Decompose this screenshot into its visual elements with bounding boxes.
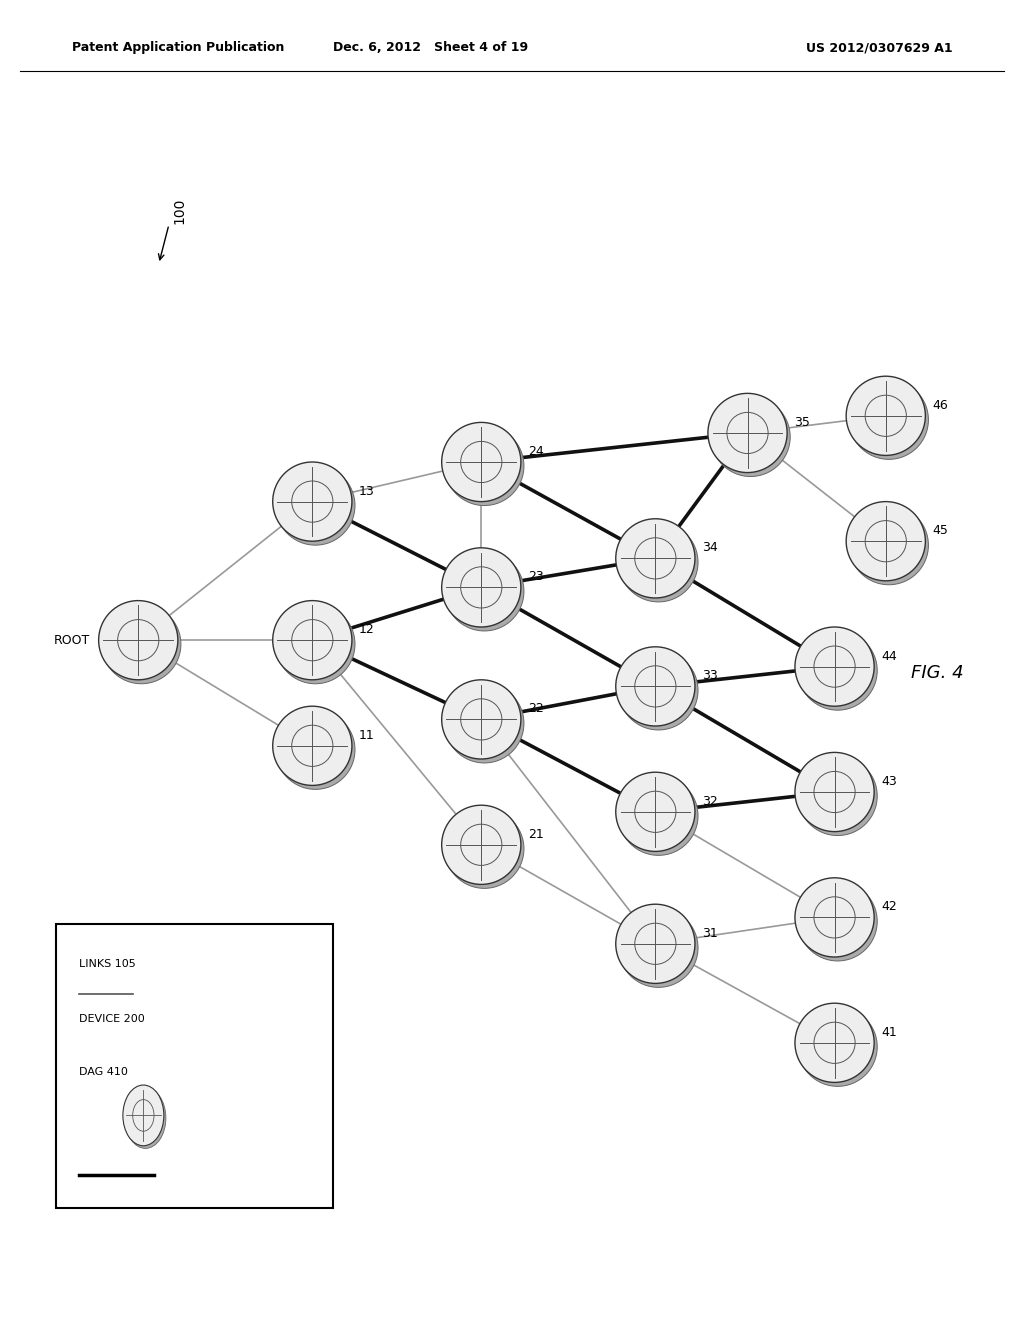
Text: 31: 31 <box>702 927 718 940</box>
Ellipse shape <box>798 631 878 710</box>
Ellipse shape <box>618 776 698 855</box>
Text: 34: 34 <box>702 541 718 554</box>
Ellipse shape <box>444 552 524 631</box>
Ellipse shape <box>618 908 698 987</box>
Text: 41: 41 <box>882 1026 897 1039</box>
Text: 32: 32 <box>702 795 718 808</box>
Ellipse shape <box>795 627 874 706</box>
Ellipse shape <box>615 647 695 726</box>
Text: 11: 11 <box>359 729 375 742</box>
Ellipse shape <box>618 651 698 730</box>
Ellipse shape <box>441 422 521 502</box>
Text: 33: 33 <box>702 669 718 682</box>
Ellipse shape <box>275 466 355 545</box>
Ellipse shape <box>441 680 521 759</box>
Ellipse shape <box>795 752 874 832</box>
Ellipse shape <box>272 706 352 785</box>
Text: LINKS 105: LINKS 105 <box>79 958 135 969</box>
Text: Patent Application Publication: Patent Application Publication <box>72 41 284 54</box>
Ellipse shape <box>798 756 878 836</box>
Text: ROOT: ROOT <box>54 634 90 647</box>
Ellipse shape <box>798 1007 878 1086</box>
Ellipse shape <box>711 397 791 477</box>
Ellipse shape <box>444 809 524 888</box>
Ellipse shape <box>615 904 695 983</box>
Ellipse shape <box>275 605 355 684</box>
Text: 12: 12 <box>359 623 375 636</box>
Ellipse shape <box>615 519 695 598</box>
Ellipse shape <box>101 605 181 684</box>
Ellipse shape <box>98 601 178 680</box>
Text: US 2012/0307629 A1: US 2012/0307629 A1 <box>806 41 952 54</box>
Text: FIG. 4: FIG. 4 <box>910 664 964 682</box>
Ellipse shape <box>798 882 878 961</box>
Ellipse shape <box>444 426 524 506</box>
Text: 23: 23 <box>528 570 544 583</box>
Text: 42: 42 <box>882 900 897 913</box>
Text: 13: 13 <box>359 484 375 498</box>
Ellipse shape <box>708 393 787 473</box>
Text: 22: 22 <box>528 702 544 715</box>
Text: 44: 44 <box>882 649 897 663</box>
Ellipse shape <box>444 684 524 763</box>
Ellipse shape <box>795 1003 874 1082</box>
Text: Dec. 6, 2012   Sheet 4 of 19: Dec. 6, 2012 Sheet 4 of 19 <box>333 41 527 54</box>
Text: DAG 410: DAG 410 <box>79 1067 128 1077</box>
Ellipse shape <box>272 601 352 680</box>
Text: 45: 45 <box>933 524 948 537</box>
Ellipse shape <box>849 506 929 585</box>
Ellipse shape <box>615 772 695 851</box>
Ellipse shape <box>272 462 352 541</box>
Text: 21: 21 <box>528 828 544 841</box>
Ellipse shape <box>125 1088 166 1148</box>
Ellipse shape <box>123 1085 164 1146</box>
Ellipse shape <box>441 805 521 884</box>
FancyBboxPatch shape <box>56 924 333 1208</box>
Text: 24: 24 <box>528 445 544 458</box>
Ellipse shape <box>846 376 926 455</box>
Text: DEVICE 200: DEVICE 200 <box>79 1014 144 1024</box>
Ellipse shape <box>618 523 698 602</box>
Ellipse shape <box>441 548 521 627</box>
Text: 35: 35 <box>795 416 810 429</box>
Ellipse shape <box>795 878 874 957</box>
Ellipse shape <box>275 710 355 789</box>
Ellipse shape <box>846 502 926 581</box>
Text: 100: 100 <box>172 198 186 224</box>
Text: 46: 46 <box>933 399 948 412</box>
Ellipse shape <box>849 380 929 459</box>
Text: 43: 43 <box>882 775 897 788</box>
